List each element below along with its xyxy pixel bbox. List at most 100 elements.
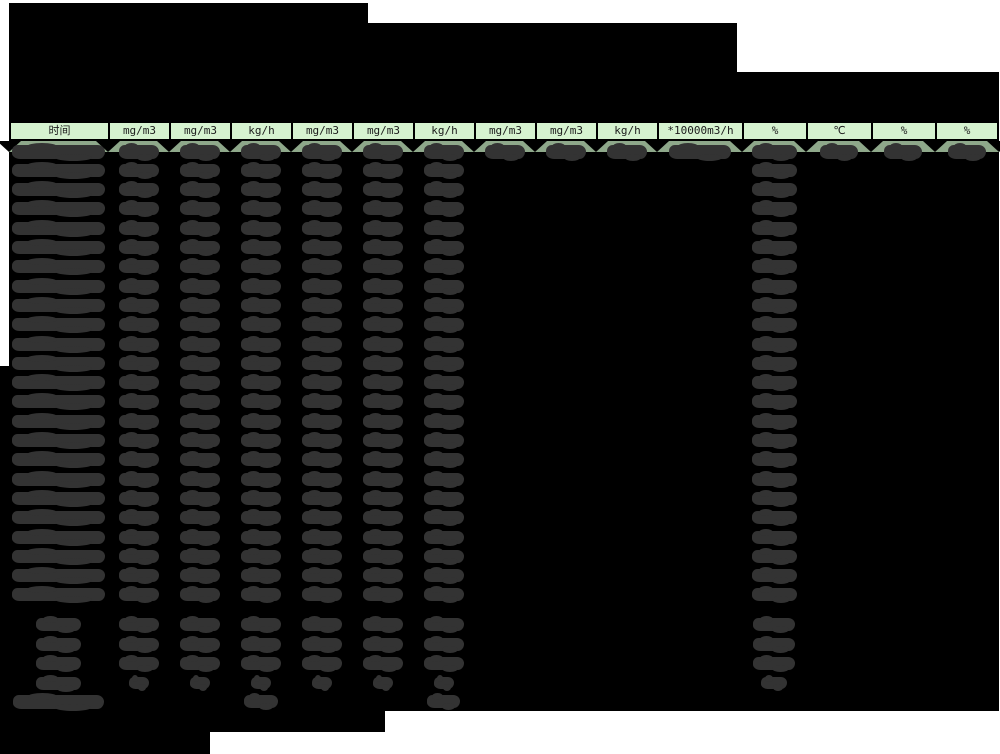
redacted-cell-value — [301, 547, 342, 565]
redacted-cell-value — [240, 451, 281, 469]
redacted-cell-value — [423, 374, 464, 392]
redacted-cell-value — [240, 509, 281, 527]
redacted-cell-value — [751, 451, 797, 469]
redacted-cell-value — [362, 316, 403, 334]
redacted-cell-value — [179, 219, 220, 237]
redacted-cell-value — [423, 635, 464, 653]
redacted-cell-value — [12, 181, 105, 199]
redacted-cell-value — [362, 161, 403, 179]
redacted-cell-value — [179, 181, 220, 199]
redacted-cell-value — [423, 335, 464, 353]
redacted-cell-value — [12, 277, 105, 295]
band-notch — [279, 141, 303, 152]
redacted-cell-value — [423, 239, 464, 256]
redacted-cell-value — [240, 547, 281, 565]
redacted-cell-value — [12, 432, 105, 449]
redacted-cell-value — [301, 489, 342, 507]
redacted-meta-block — [9, 23, 737, 72]
redacted-cell-value — [179, 277, 220, 295]
redacted-cell-value — [301, 296, 342, 314]
redacted-cell-value — [423, 489, 464, 507]
redacted-cell-value — [751, 528, 797, 546]
redacted-cell-value — [362, 470, 403, 488]
redacted-cell-value — [240, 296, 281, 314]
redacted-cell-value — [12, 161, 105, 179]
table-header-row: 时间 mg/m3 mg/m3 kg/h mg/m3 mg/m3 kg/h mg/m3 mg/m3… — [9, 121, 999, 141]
redacted-cell-value — [240, 354, 281, 372]
redacted-cell-value — [423, 547, 464, 565]
redacted-cell-value — [423, 181, 464, 199]
redacted-cell-value — [751, 586, 797, 604]
redacted-cell-value — [118, 451, 159, 469]
redacted-cell-value — [12, 547, 105, 565]
redacted-cell-value — [819, 142, 858, 161]
redacted-cell-value — [948, 142, 986, 161]
redacted-cell-value — [423, 586, 464, 604]
redacted-cell-value — [118, 316, 159, 334]
redacted-cell-value — [118, 567, 159, 585]
redacted-cell-value — [301, 470, 342, 488]
redacted-cell-value — [301, 432, 342, 449]
redacted-cell-value — [12, 489, 105, 507]
redacted-cell-value — [668, 142, 731, 161]
redacted-cell-value — [362, 451, 403, 469]
redacted-cell-value — [240, 316, 281, 334]
redacted-info-block — [9, 72, 999, 121]
header-cell-4: kg/h — [232, 123, 291, 139]
redacted-cell-value — [362, 509, 403, 527]
redacted-cell-value — [240, 374, 281, 392]
band-notch — [462, 141, 486, 152]
redacted-cell-value — [179, 354, 220, 372]
redacted-cell-value — [240, 393, 281, 411]
redacted-cell-value — [301, 142, 342, 161]
redacted-cell-value — [362, 354, 403, 372]
redacted-cell-value — [118, 219, 159, 237]
redacted-cell-value — [423, 296, 464, 314]
redacted-cell-value — [362, 219, 403, 237]
redacted-cell-value — [751, 200, 797, 218]
redacted-cell-value — [362, 277, 403, 295]
redacted-cell-value — [240, 528, 281, 546]
redacted-cell-value — [179, 616, 220, 633]
band-notch — [0, 141, 21, 152]
redacted-cell-value — [301, 567, 342, 585]
redacted-footer-block-1 — [9, 711, 385, 732]
redacted-cell-value — [362, 655, 403, 673]
redacted-cell-value — [250, 675, 271, 691]
redacted-cell-value — [423, 616, 464, 633]
redacted-cell-value — [179, 316, 220, 334]
redacted-cell-value — [179, 509, 220, 527]
redacted-cell-value — [301, 354, 342, 372]
redacted-cell-value — [118, 547, 159, 565]
redacted-cell-value — [179, 528, 220, 546]
redacted-cell-value — [362, 547, 403, 565]
redacted-cell-value — [12, 258, 105, 276]
redacted-cell-value — [423, 142, 464, 161]
header-cell-2: mg/m3 — [110, 123, 169, 139]
redacted-cell-value — [179, 161, 220, 179]
band-notch — [987, 141, 1000, 152]
redacted-cell-value — [751, 547, 797, 565]
redacted-cell-value — [12, 200, 105, 218]
redacted-cell-value — [606, 142, 647, 161]
redacted-cell-value — [12, 142, 105, 161]
redacted-cell-value — [179, 335, 220, 353]
redacted-cell-value — [362, 296, 403, 314]
redacted-cell-value — [179, 296, 220, 314]
redacted-cell-value — [423, 277, 464, 295]
redacted-cell-value — [240, 258, 281, 276]
redacted-cell-value — [301, 374, 342, 392]
band-notch — [157, 141, 181, 152]
redacted-cell-value — [423, 354, 464, 372]
redacted-cell-value — [301, 316, 342, 334]
redacted-cell-value — [128, 675, 149, 691]
redacted-cell-value — [118, 528, 159, 546]
redacted-cell-value — [301, 509, 342, 527]
redacted-cell-value — [423, 161, 464, 179]
redacted-cell-value — [118, 470, 159, 488]
redacted-cell-value — [301, 335, 342, 353]
redacted-cell-value — [13, 693, 104, 711]
redacted-cell-value — [301, 586, 342, 604]
redacted-cell-value — [753, 635, 795, 653]
redacted-cell-value — [423, 258, 464, 276]
